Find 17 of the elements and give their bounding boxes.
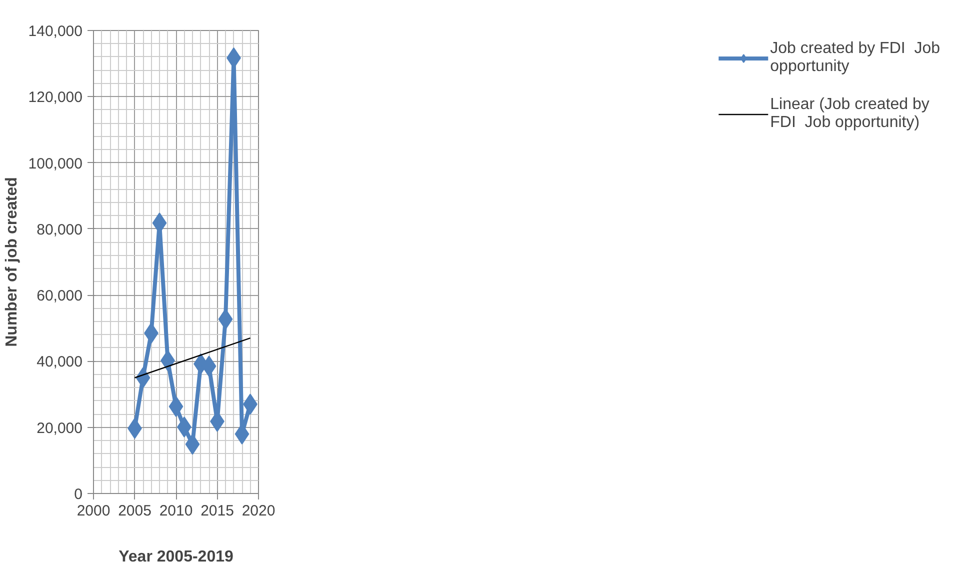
y-tick-label: 100,000 xyxy=(28,155,83,172)
x-tick-label: 2000 xyxy=(76,502,110,520)
y-tick-label: 120,000 xyxy=(28,89,83,106)
x-tick-label: 2005 xyxy=(118,502,152,520)
x-tick-label: 2020 xyxy=(242,502,276,520)
legend-label: Linear (Job created by FDI Job opportunity) xyxy=(770,96,930,132)
y-tick-label: 20,000 xyxy=(36,420,83,437)
y-tick-label: 40,000 xyxy=(36,354,83,371)
y-tick-label: 140,000 xyxy=(28,23,83,40)
y-tick-label: 60,000 xyxy=(36,288,83,305)
x-tick-label: 2010 xyxy=(159,502,193,520)
y-tick-label: 0 xyxy=(74,486,82,503)
x-tick-label: 2015 xyxy=(200,502,234,520)
legend-label: Job created by FDI Job opportunity xyxy=(770,40,940,76)
y-axis-title: Number of job created xyxy=(3,177,20,347)
x-axis-title: Year 2005-2019 xyxy=(118,548,234,566)
y-tick-label: 80,000 xyxy=(36,221,83,238)
